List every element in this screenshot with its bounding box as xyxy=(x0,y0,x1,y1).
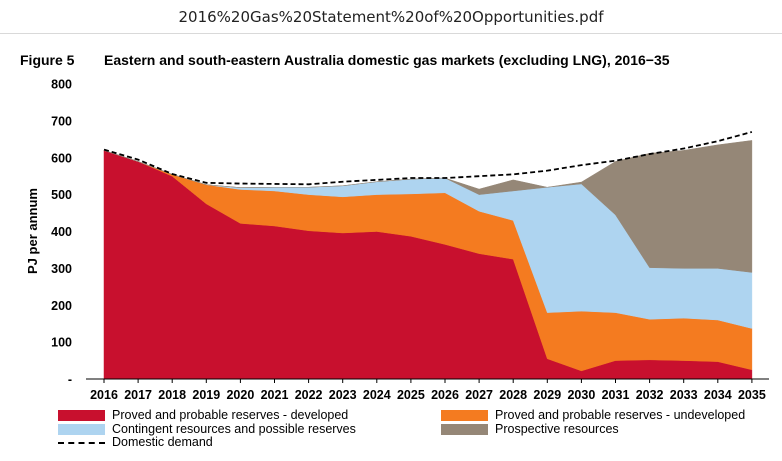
x-tick-label: 2020 xyxy=(226,388,254,402)
x-tick-label: 2032 xyxy=(636,388,664,402)
x-tick-label: 2030 xyxy=(567,388,595,402)
y-axis-label: PJ per annum xyxy=(25,188,40,274)
x-tick-label: 2019 xyxy=(192,388,220,402)
x-tick-label: 2018 xyxy=(158,388,186,402)
y-tick-label: - xyxy=(68,373,72,387)
document-title: 2016%20Gas%20Statement%20of%20Opportunit… xyxy=(178,8,604,26)
y-tick-label: 100 xyxy=(51,336,72,350)
x-tick-label: 2017 xyxy=(124,388,152,402)
legend-swatch-prospective xyxy=(441,424,488,435)
x-tick-label: 2027 xyxy=(465,388,493,402)
x-tick-label: 2016 xyxy=(90,388,118,402)
y-tick-label: 200 xyxy=(51,299,72,313)
x-tick-label: 2031 xyxy=(602,388,630,402)
axes-layer: 2016 2017 2018 2019 2020 2021 2022 2023 2024 2025… xyxy=(25,78,769,402)
y-tick-label: 500 xyxy=(51,188,72,202)
legend-label-demand: Domestic demand xyxy=(112,435,213,449)
x-tick-label: 2024 xyxy=(363,388,391,402)
legend-swatch-contingent xyxy=(58,424,105,435)
x-tick-label: 2023 xyxy=(329,388,357,402)
figure-label: Figure 5 xyxy=(20,52,75,68)
legend-swatch-demand xyxy=(58,442,105,444)
y-tick-label: 300 xyxy=(51,262,72,276)
y-tick-label: 600 xyxy=(51,151,72,165)
x-tick-label: 2028 xyxy=(499,388,527,402)
legend-label-undeveloped: Proved and probable reserves - undevelop… xyxy=(495,408,746,422)
x-tick-label: 2033 xyxy=(670,388,698,402)
legend-label-prospective: Prospective resources xyxy=(495,422,619,436)
legend-label-contingent: Contingent resources and possible reserv… xyxy=(112,422,356,436)
y-tick-label: 400 xyxy=(51,225,72,239)
area-series-3 xyxy=(103,140,753,273)
area-layer xyxy=(103,140,753,380)
y-tick-label: 800 xyxy=(51,78,72,92)
legend-label-developed: Proved and probable reserves - developed xyxy=(112,408,349,422)
x-tick-label: 2021 xyxy=(261,388,289,402)
x-tick-label: 2026 xyxy=(431,388,459,402)
x-tick-label: 2035 xyxy=(738,388,766,402)
y-tick-label: 700 xyxy=(51,114,72,128)
demand-line xyxy=(103,131,753,186)
chart-legend: Proved and probable reserves - developed… xyxy=(58,407,778,461)
figure-title: Eastern and south-eastern Australia dome… xyxy=(104,52,670,68)
x-tick-label: 2022 xyxy=(295,388,323,402)
x-tick-label: 2029 xyxy=(533,388,561,402)
pdf-viewer-title-bar: 2016%20Gas%20Statement%20of%20Opportunit… xyxy=(0,0,782,34)
line-layer xyxy=(103,131,753,186)
legend-swatch-undeveloped xyxy=(441,410,488,421)
x-tick-label: 2025 xyxy=(397,388,425,402)
legend-swatch-developed xyxy=(58,410,105,421)
x-tick-label: 2034 xyxy=(704,388,732,402)
